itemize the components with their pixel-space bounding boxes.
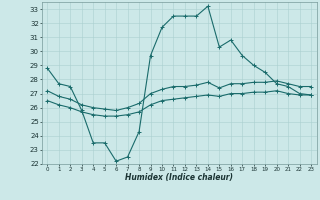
X-axis label: Humidex (Indice chaleur): Humidex (Indice chaleur) — [125, 173, 233, 182]
